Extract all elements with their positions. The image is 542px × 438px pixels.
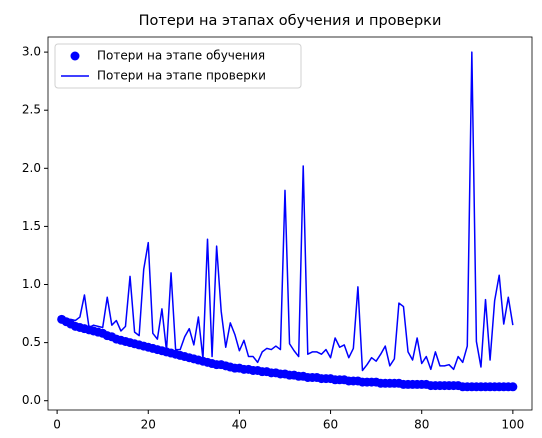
line xyxy=(61,51,514,372)
axes-frame xyxy=(47,36,533,411)
chart-title: Потери на этапах обучения и проверки xyxy=(139,13,442,29)
legend-label: Потери на этапе проверки xyxy=(97,69,266,83)
legend-marker xyxy=(70,51,80,61)
legend-label: Потери на этапе обучения xyxy=(97,49,265,63)
x-tick-label: 0 xyxy=(53,418,61,432)
y-tick-label: 1.0 xyxy=(22,277,41,291)
point xyxy=(508,382,518,392)
y-tick-label: 2.0 xyxy=(22,161,41,175)
legend-box xyxy=(54,43,302,89)
x-tick-label: 60 xyxy=(323,418,338,432)
x-tick-label: 40 xyxy=(232,418,247,432)
x-tick-label: 100 xyxy=(501,418,524,432)
y-tick-label: 0.0 xyxy=(22,393,41,407)
y-tick-label: 2.5 xyxy=(22,103,41,117)
y-tick-label: 1.5 xyxy=(22,219,41,233)
x-tick-label: 20 xyxy=(141,418,156,432)
x-tick-label: 80 xyxy=(414,418,429,432)
y-tick-label: 0.5 xyxy=(22,335,41,349)
y-tick-label: 3.0 xyxy=(22,45,41,59)
plot-area xyxy=(57,51,518,392)
